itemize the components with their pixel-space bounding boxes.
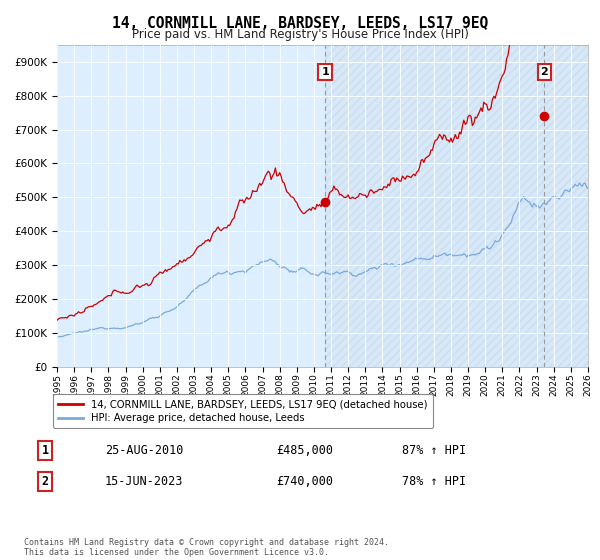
Text: £740,000: £740,000 (276, 475, 333, 488)
Text: 14, CORNMILL LANE, BARDSEY, LEEDS, LS17 9EQ: 14, CORNMILL LANE, BARDSEY, LEEDS, LS17 … (112, 16, 488, 31)
Legend: 14, CORNMILL LANE, BARDSEY, LEEDS, LS17 9EQ (detached house), HPI: Average price: 14, CORNMILL LANE, BARDSEY, LEEDS, LS17 … (53, 394, 433, 428)
Text: Contains HM Land Registry data © Crown copyright and database right 2024.
This d: Contains HM Land Registry data © Crown c… (24, 538, 389, 557)
Text: 25-AUG-2010: 25-AUG-2010 (105, 444, 184, 458)
Bar (325, 45, 596, 367)
Text: 15-JUN-2023: 15-JUN-2023 (105, 475, 184, 488)
Bar (325, 45, 600, 367)
Text: 87% ↑ HPI: 87% ↑ HPI (402, 444, 466, 458)
Text: £485,000: £485,000 (276, 444, 333, 458)
Text: 2: 2 (41, 475, 49, 488)
Text: 1: 1 (41, 444, 49, 458)
Text: 78% ↑ HPI: 78% ↑ HPI (402, 475, 466, 488)
Text: 1: 1 (321, 67, 329, 77)
Text: 2: 2 (541, 67, 548, 77)
Text: Price paid vs. HM Land Registry's House Price Index (HPI): Price paid vs. HM Land Registry's House … (131, 28, 469, 41)
